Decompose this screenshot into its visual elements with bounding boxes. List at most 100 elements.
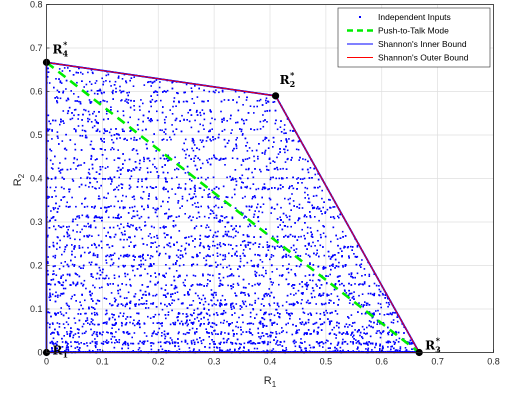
scatter-point [353, 253, 355, 255]
scatter-point [254, 270, 256, 273]
scatter-point [273, 101, 276, 103]
scatter-point [110, 183, 112, 185]
scatter-point [271, 324, 273, 326]
scatter-point [157, 176, 160, 179]
scatter-point [291, 140, 294, 142]
scatter-point [172, 322, 174, 324]
scatter-point [196, 217, 198, 219]
scatter-point [73, 317, 76, 320]
scatter-point [72, 218, 74, 221]
scatter-point [122, 163, 124, 165]
scatter-point [177, 168, 180, 171]
scatter-point [265, 97, 268, 99]
scatter-point [156, 234, 158, 237]
scatter-point [302, 292, 304, 294]
scatter-point [180, 250, 182, 252]
scatter-point [325, 339, 328, 342]
scatter-point [387, 340, 389, 343]
scatter-point [178, 162, 180, 164]
scatter-point [347, 333, 349, 335]
scatter-point [194, 190, 196, 192]
scatter-point [310, 333, 312, 335]
scatter-point [55, 186, 57, 189]
scatter-point [83, 235, 86, 237]
scatter-point [229, 323, 232, 325]
scatter-point [190, 126, 193, 129]
scatter-point [298, 283, 301, 285]
scatter-point [222, 243, 225, 245]
scatter-point [163, 225, 165, 228]
scatter-point [258, 210, 260, 213]
scatter-point [187, 291, 189, 293]
scatter-point [108, 131, 111, 134]
scatter-point [106, 244, 108, 246]
scatter-point [187, 171, 189, 174]
scatter-point [358, 302, 360, 304]
scatter-point [312, 323, 315, 325]
scatter-point [135, 303, 137, 305]
scatter-point [167, 190, 169, 193]
scatter-point [177, 342, 179, 344]
scatter-point [206, 254, 209, 256]
scatter-point [117, 265, 120, 268]
scatter-point [69, 333, 71, 335]
scatter-point [351, 325, 353, 327]
scatter-point [259, 128, 262, 130]
scatter-point [291, 193, 293, 195]
scatter-point [102, 99, 104, 102]
scatter-point [65, 340, 67, 343]
scatter-point [184, 157, 187, 159]
scatter-point [194, 333, 196, 335]
scatter-point [199, 123, 201, 126]
scatter-point [239, 225, 241, 228]
scatter-point [167, 215, 170, 218]
scatter-point [115, 91, 117, 93]
scatter-point [355, 339, 357, 341]
scatter-point [138, 347, 141, 349]
scatter-point [155, 167, 158, 170]
scatter-point [124, 305, 127, 308]
scatter-point [136, 124, 139, 126]
scatter-point [273, 321, 276, 324]
scatter-point [214, 118, 216, 121]
scatter-point [115, 299, 117, 301]
scatter-point [133, 319, 135, 321]
scatter-point [215, 312, 218, 314]
scatter-point [106, 312, 108, 315]
scatter-point [282, 212, 285, 215]
scatter-point [174, 285, 177, 287]
scatter-point [165, 264, 167, 266]
scatter-point [343, 245, 346, 248]
scatter-point [112, 141, 115, 144]
scatter-point [132, 350, 134, 352]
scatter-point [195, 331, 198, 333]
scatter-point [206, 332, 209, 334]
scatter-point [124, 233, 126, 236]
scatter-point [281, 228, 284, 231]
scatter-point [322, 294, 324, 296]
scatter-point [66, 273, 69, 276]
scatter-point [375, 310, 377, 312]
scatter-point [162, 154, 164, 157]
scatter-point [114, 217, 117, 219]
scatter-point [307, 160, 309, 163]
scatter-point [190, 197, 192, 200]
scatter-point [167, 314, 170, 316]
scatter-point [271, 245, 274, 248]
scatter-point [178, 215, 180, 218]
scatter-point [391, 332, 394, 335]
scatter-point [138, 169, 141, 171]
scatter-point [236, 101, 238, 104]
scatter-point [96, 335, 99, 338]
scatter-point [159, 81, 161, 83]
scatter-point [124, 343, 127, 346]
scatter-point [385, 301, 388, 304]
scatter-point [171, 299, 174, 301]
scatter-point [155, 198, 158, 200]
scatter-point [129, 284, 132, 286]
scatter-point [206, 236, 208, 238]
scatter-point [214, 245, 216, 247]
scatter-point [284, 151, 286, 154]
scatter-point [136, 186, 139, 188]
scatter-point [161, 332, 163, 334]
